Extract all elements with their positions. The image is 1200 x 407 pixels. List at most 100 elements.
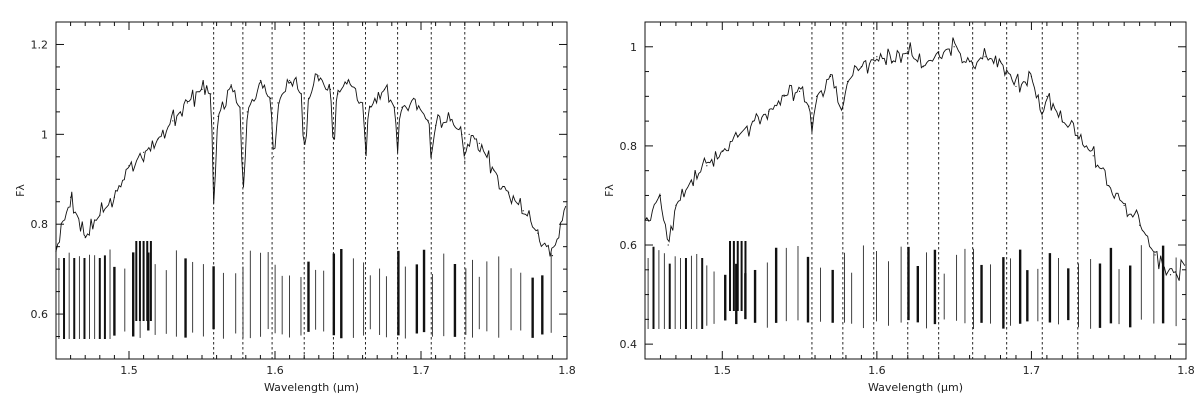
spectrum-point: [277, 102, 279, 104]
y-tick-label: 1: [41, 128, 48, 141]
spectrum-point: [953, 46, 955, 48]
spectrum-point: [383, 88, 386, 90]
x-tick-label: 1.8: [1177, 364, 1195, 377]
spectrum-point: [860, 66, 863, 68]
spectrum-point: [659, 194, 662, 197]
spectrum-point: [566, 201, 568, 203]
spectrum-point: [289, 79, 291, 82]
spectrum-point: [468, 133, 470, 135]
x-axis-label: Wavelength (μm): [264, 381, 359, 394]
y-tick-label: 0.6: [31, 308, 49, 321]
spectrum-point: [246, 111, 248, 113]
spectrum-point: [1154, 254, 1156, 256]
spectrum-point: [798, 90, 801, 92]
spectrum-point: [307, 97, 310, 99]
spectrum-point: [522, 210, 524, 212]
spectrum-point: [449, 120, 451, 122]
spectrum-point: [186, 102, 188, 104]
spectrum-point: [239, 106, 241, 108]
spectrum-point: [430, 156, 432, 158]
y-axis-label: Fλ: [603, 184, 616, 197]
y-tick-label: 0.8: [31, 218, 49, 231]
spectrum-point: [551, 255, 554, 257]
spectrum-point: [876, 56, 878, 58]
spectrum-point: [752, 120, 754, 122]
spectrum-point: [55, 250, 57, 252]
x-tick-label: 1.7: [412, 364, 430, 377]
spectrum-point: [1139, 224, 1141, 226]
spectrum-point: [230, 84, 232, 86]
spectrum-point: [1015, 85, 1017, 88]
spectrum-point: [332, 147, 334, 149]
spectrum-point: [413, 97, 415, 99]
plot-frame: [644, 21, 1187, 360]
spectrum-point: [768, 110, 770, 112]
spectrum-point: [1046, 95, 1048, 97]
spectrum-point: [337, 93, 339, 95]
spectrum-point: [675, 204, 677, 206]
line-list-markers: [58, 241, 552, 339]
spectrum-point: [969, 61, 971, 63]
spectrum-point: [369, 106, 371, 108]
x-tick-label: 1.5: [714, 364, 732, 377]
spectrum-point: [1030, 75, 1033, 78]
spectrum-point: [1169, 274, 1172, 276]
spectrum-point: [1092, 155, 1094, 157]
spectrum-point: [493, 169, 495, 171]
spectrum-point: [259, 79, 261, 82]
spectrum-point: [922, 66, 924, 68]
spectrum-point: [478, 142, 480, 144]
spectrum-point: [435, 124, 437, 126]
spectrum-line: [644, 37, 1186, 281]
spectrum-point: [1041, 115, 1043, 117]
spectrum-point: [270, 97, 272, 99]
spectrum-point: [113, 196, 115, 198]
spectrum-point: [242, 192, 244, 194]
spectrum-point: [364, 151, 367, 153]
plot-frame: [55, 21, 568, 360]
spectrum-point: [1077, 135, 1079, 137]
spectrum-point: [815, 95, 818, 97]
spectrum-point: [829, 75, 832, 78]
y-tick-label: 0.4: [620, 338, 638, 351]
y-tick-label: 1.2: [31, 38, 49, 51]
spectrum-point: [84, 237, 86, 239]
spectrum-point: [938, 51, 940, 53]
x-tick-label: 1.6: [868, 364, 886, 377]
spectrum-point: [999, 61, 1002, 63]
spectrum-point: [537, 232, 539, 234]
spectrum-point: [811, 125, 813, 127]
spectrum-point: [347, 79, 349, 82]
spectrum-point: [128, 165, 130, 167]
spectrum-point: [846, 80, 849, 83]
spectrum-line: [55, 73, 567, 257]
spectrum-point: [464, 160, 466, 162]
spectrum-point: [99, 214, 101, 216]
spectrum-point: [706, 165, 708, 167]
spectrum-point: [397, 142, 399, 144]
x-tick-label: 1.7: [1023, 364, 1041, 377]
spectrum-point: [783, 95, 785, 97]
spectrum-point: [667, 244, 669, 246]
spectrum-point: [1123, 204, 1125, 206]
spectrum-point: [1185, 264, 1187, 266]
right-panel: 1.5 1.6 1.7 1.8 0.4 0.6 0.8 1 Wavelength (μm) Fλ: [603, 21, 1195, 394]
spectrum-point: [300, 93, 302, 95]
x-tick-label: 1.8: [558, 364, 576, 377]
spectrum-point: [172, 120, 174, 122]
spectrum-point: [213, 196, 215, 198]
spectrum-point: [362, 102, 364, 104]
spectrum-point: [143, 151, 145, 153]
spectrum-point: [721, 150, 723, 152]
line-list-markers: [647, 241, 1177, 329]
spectrum-point: [907, 51, 909, 53]
x-tick-label: 1.5: [120, 364, 138, 377]
spectrum-point: [737, 135, 739, 137]
spectrum-point: [318, 75, 320, 77]
spectrum-point: [217, 115, 219, 117]
spectrum-point: [210, 93, 212, 95]
x-tick-label: 1.6: [266, 364, 284, 377]
y-axis-label: Fλ: [14, 184, 27, 197]
spectrum-point: [690, 179, 692, 182]
